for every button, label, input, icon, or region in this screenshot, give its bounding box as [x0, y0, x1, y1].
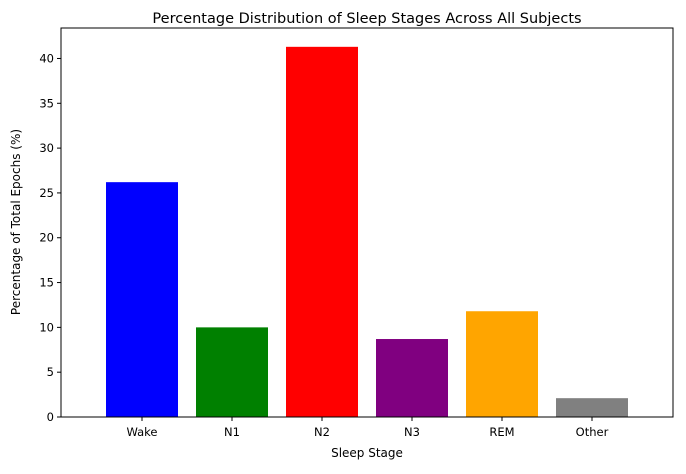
bar-n2	[286, 46, 358, 418]
chart-title: Percentage Distribution of Sleep Stages …	[152, 11, 581, 27]
bar-n1	[196, 327, 268, 417]
x-axis-ticks: Wake N1 N2 N3 REM Other	[126, 417, 609, 439]
y-tick-label: 20	[39, 231, 54, 245]
y-tick-label: 0	[47, 410, 54, 424]
y-tick-label: 40	[39, 51, 54, 65]
y-axis-ticks: 0 5 10 15 20 25 30 35 40	[39, 51, 61, 424]
y-tick-label: 25	[39, 186, 54, 200]
bar-rem	[466, 311, 538, 417]
y-tick-label: 35	[39, 96, 54, 110]
bar-wake	[106, 182, 178, 417]
x-tick-label: Wake	[126, 425, 157, 439]
plot-frame	[60, 27, 674, 418]
x-tick-label: N1	[224, 425, 240, 439]
x-axis-label: Sleep Stage	[331, 446, 403, 460]
x-tick-label: Other	[576, 425, 609, 439]
y-axis-label: Percentage of Total Epochs (%)	[9, 129, 23, 315]
bar-other	[556, 398, 628, 417]
y-tick-label: 10	[39, 320, 54, 334]
y-tick-label: 5	[47, 365, 54, 379]
bars-layer	[106, 46, 628, 418]
x-tick-label: N2	[314, 425, 330, 439]
y-tick-label: 30	[39, 141, 54, 155]
x-tick-label: REM	[489, 425, 514, 439]
x-tick-label: N3	[404, 425, 420, 439]
bar-n3	[376, 339, 448, 417]
y-tick-label: 15	[39, 276, 54, 290]
